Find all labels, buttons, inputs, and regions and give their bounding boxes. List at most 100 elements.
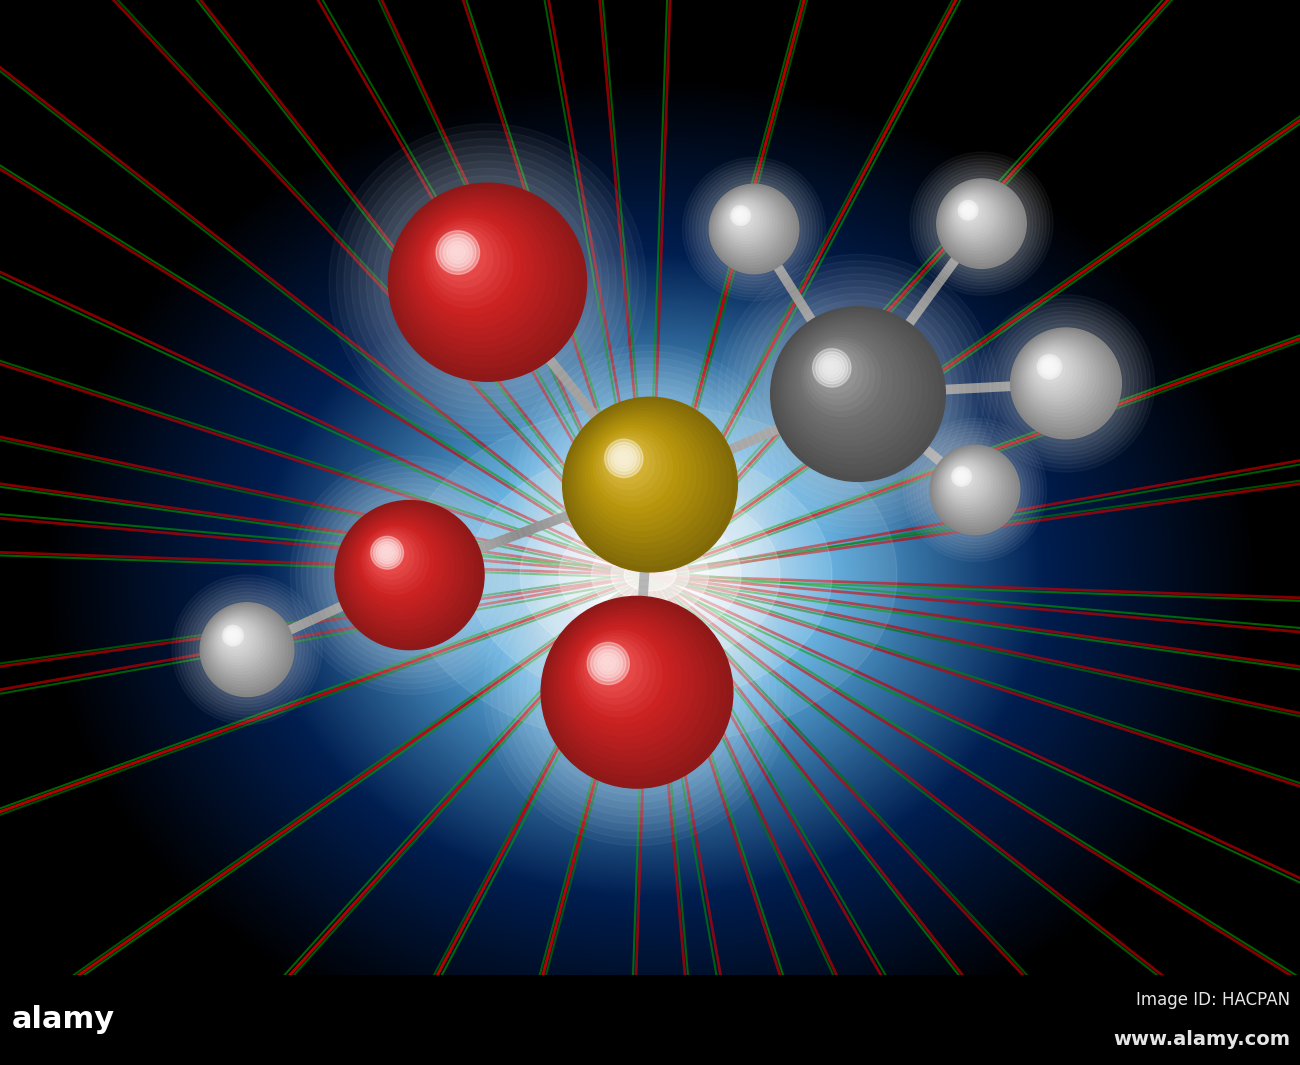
Circle shape: [381, 546, 389, 554]
Circle shape: [415, 209, 533, 328]
Circle shape: [225, 627, 242, 644]
Circle shape: [620, 455, 627, 461]
Circle shape: [594, 650, 623, 678]
Circle shape: [958, 473, 965, 479]
Circle shape: [225, 627, 243, 645]
Circle shape: [372, 537, 408, 574]
Circle shape: [447, 242, 469, 263]
Circle shape: [200, 603, 294, 697]
Circle shape: [424, 218, 514, 308]
Circle shape: [350, 515, 454, 620]
Circle shape: [732, 208, 749, 224]
Circle shape: [571, 406, 720, 554]
Circle shape: [226, 628, 239, 642]
Circle shape: [373, 539, 400, 567]
Circle shape: [737, 212, 741, 216]
Circle shape: [824, 361, 833, 370]
Circle shape: [793, 329, 898, 435]
Circle shape: [729, 204, 757, 231]
Circle shape: [581, 637, 649, 704]
Circle shape: [958, 200, 978, 220]
Circle shape: [356, 522, 439, 604]
Circle shape: [949, 464, 980, 495]
Circle shape: [732, 208, 750, 226]
Ellipse shape: [520, 485, 780, 666]
Circle shape: [433, 228, 493, 288]
Ellipse shape: [468, 447, 832, 703]
Circle shape: [946, 461, 987, 502]
Circle shape: [722, 196, 775, 249]
Circle shape: [941, 183, 1017, 259]
Circle shape: [719, 195, 777, 252]
Ellipse shape: [559, 511, 741, 639]
Circle shape: [339, 506, 474, 640]
Circle shape: [826, 361, 838, 374]
Circle shape: [568, 403, 725, 560]
Circle shape: [953, 195, 993, 235]
Circle shape: [231, 634, 235, 637]
Circle shape: [364, 529, 424, 589]
Circle shape: [439, 234, 480, 275]
Circle shape: [950, 465, 978, 492]
Circle shape: [588, 642, 629, 685]
Circle shape: [950, 192, 1000, 241]
Circle shape: [428, 222, 506, 301]
Circle shape: [580, 414, 702, 537]
Circle shape: [819, 355, 845, 381]
Circle shape: [1037, 355, 1062, 379]
Circle shape: [227, 630, 237, 640]
Circle shape: [959, 202, 976, 218]
Circle shape: [796, 332, 892, 428]
Circle shape: [550, 606, 714, 769]
Circle shape: [931, 445, 1019, 535]
Circle shape: [209, 612, 274, 677]
Circle shape: [335, 501, 484, 650]
Circle shape: [1028, 346, 1084, 402]
Circle shape: [731, 206, 754, 228]
Circle shape: [221, 624, 250, 652]
Circle shape: [812, 348, 852, 387]
Circle shape: [1022, 339, 1098, 416]
Circle shape: [450, 244, 459, 255]
Circle shape: [774, 310, 940, 475]
Circle shape: [963, 206, 972, 214]
Circle shape: [714, 189, 789, 264]
Circle shape: [962, 203, 975, 217]
Circle shape: [541, 596, 733, 788]
Circle shape: [577, 411, 709, 542]
Circle shape: [805, 341, 875, 411]
Circle shape: [614, 448, 632, 465]
Circle shape: [1034, 351, 1072, 390]
Circle shape: [556, 612, 701, 756]
Circle shape: [566, 400, 732, 566]
Circle shape: [716, 192, 784, 259]
Circle shape: [1031, 348, 1080, 397]
Circle shape: [966, 209, 970, 212]
Circle shape: [937, 179, 1026, 268]
Circle shape: [590, 645, 625, 682]
Circle shape: [728, 203, 759, 234]
Circle shape: [953, 469, 970, 485]
Circle shape: [547, 603, 720, 775]
Circle shape: [597, 431, 667, 502]
Ellipse shape: [611, 548, 689, 602]
Circle shape: [959, 475, 963, 478]
Circle shape: [788, 324, 910, 446]
Circle shape: [598, 653, 619, 674]
Circle shape: [575, 409, 714, 548]
Circle shape: [604, 660, 612, 667]
Circle shape: [718, 193, 780, 256]
Circle shape: [208, 610, 278, 681]
Circle shape: [585, 420, 690, 525]
Circle shape: [220, 623, 252, 655]
Circle shape: [785, 321, 916, 452]
Circle shape: [949, 191, 1002, 244]
Circle shape: [954, 196, 991, 232]
Circle shape: [1043, 360, 1054, 372]
Circle shape: [222, 625, 243, 645]
Circle shape: [945, 187, 1008, 250]
Ellipse shape: [624, 559, 676, 591]
Circle shape: [1014, 331, 1114, 431]
Circle shape: [1037, 355, 1065, 382]
Circle shape: [807, 344, 868, 405]
